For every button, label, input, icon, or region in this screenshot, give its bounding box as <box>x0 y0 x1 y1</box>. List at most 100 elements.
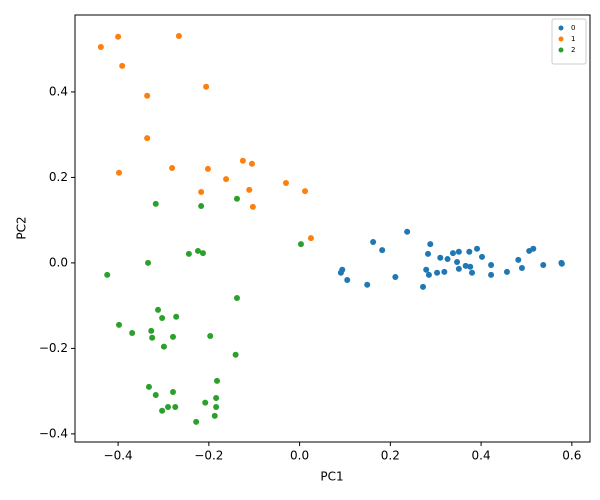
point <box>249 203 256 210</box>
point <box>233 195 240 202</box>
point <box>159 315 166 322</box>
legend-box <box>551 18 587 65</box>
x-axis-label: PC1 <box>320 470 343 484</box>
x-tick-label: −0.4 <box>104 449 133 463</box>
point <box>202 399 209 406</box>
point <box>204 165 211 172</box>
point <box>223 176 230 183</box>
point <box>337 269 344 276</box>
point <box>248 160 255 167</box>
point <box>454 259 461 266</box>
point <box>232 351 239 358</box>
legend-marker <box>558 36 564 42</box>
point <box>425 250 432 257</box>
point <box>233 294 240 301</box>
point <box>165 403 172 410</box>
point <box>173 313 180 320</box>
point <box>213 394 220 401</box>
point <box>152 200 159 207</box>
point <box>488 271 495 278</box>
x-tick-label: 0.6 <box>562 449 581 463</box>
point <box>423 266 430 273</box>
point <box>170 333 177 340</box>
point <box>116 321 123 328</box>
point <box>115 33 122 40</box>
point <box>169 165 176 172</box>
point <box>344 277 351 284</box>
point <box>97 44 104 51</box>
legend-label: 0 <box>571 24 575 32</box>
point <box>203 83 210 90</box>
point <box>144 92 151 99</box>
point <box>466 248 473 255</box>
point <box>503 268 510 275</box>
y-axis-label: PC2 <box>15 216 29 239</box>
x-tick-label: −0.2 <box>194 449 223 463</box>
point <box>420 283 427 290</box>
point <box>185 250 192 257</box>
point <box>246 186 253 193</box>
point <box>488 262 495 269</box>
point <box>193 418 200 425</box>
point <box>455 248 462 255</box>
point <box>379 247 386 254</box>
point <box>198 203 205 210</box>
legend: 0 1 2 <box>551 18 587 65</box>
x-tick-label: 0.4 <box>472 449 491 463</box>
point <box>455 265 462 272</box>
point <box>370 238 377 245</box>
point <box>148 327 155 334</box>
point <box>172 403 179 410</box>
point <box>198 188 205 195</box>
point <box>144 135 151 142</box>
point <box>199 250 206 257</box>
legend-label: 1 <box>571 35 575 43</box>
point <box>462 262 469 269</box>
point <box>239 157 246 164</box>
point <box>116 169 123 176</box>
point <box>194 247 201 254</box>
legend-label: 2 <box>571 46 575 54</box>
y-tick-label: 0.2 <box>49 170 68 184</box>
point <box>540 262 547 269</box>
point <box>444 256 451 263</box>
point <box>469 269 476 276</box>
point <box>474 245 481 252</box>
point <box>170 388 177 395</box>
y-tick-label: 0.4 <box>49 84 68 98</box>
point <box>467 263 474 270</box>
point <box>518 265 525 272</box>
point <box>145 383 152 390</box>
y-tick-label: −0.4 <box>39 426 68 440</box>
point <box>437 254 444 261</box>
point <box>307 235 314 242</box>
point <box>155 306 162 313</box>
point <box>530 245 537 252</box>
point <box>302 188 309 195</box>
y-tick-label: 0.0 <box>49 255 68 269</box>
point <box>425 271 432 278</box>
y-tick-label: −0.2 <box>39 341 68 355</box>
point <box>441 268 448 275</box>
point <box>214 377 221 384</box>
point <box>404 228 411 235</box>
point <box>282 179 289 186</box>
point <box>449 250 456 257</box>
point <box>392 274 399 281</box>
point <box>145 259 152 266</box>
point <box>479 253 486 260</box>
point <box>207 332 214 339</box>
legend-marker <box>558 25 564 31</box>
point <box>434 269 441 276</box>
point <box>159 407 166 414</box>
point <box>558 260 565 267</box>
point <box>175 32 182 39</box>
point <box>427 241 434 248</box>
point <box>149 334 156 341</box>
point <box>211 412 218 419</box>
point <box>515 256 522 263</box>
point <box>129 330 136 337</box>
point <box>104 271 111 278</box>
point <box>297 241 304 248</box>
